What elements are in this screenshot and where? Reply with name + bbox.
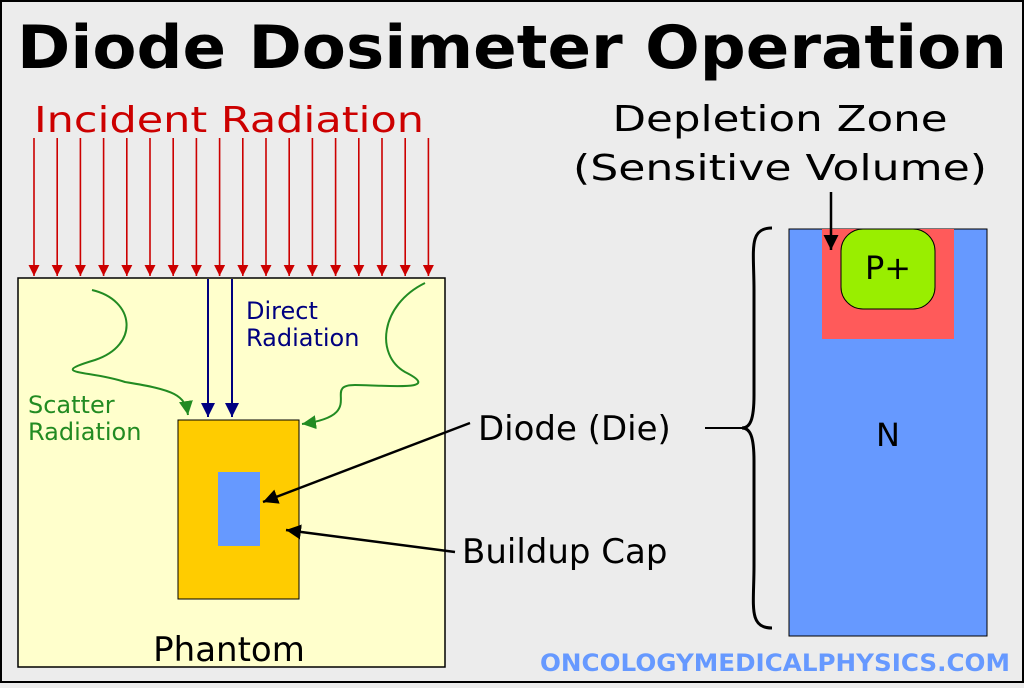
direct-radiation-label-line2: Radiation [246, 324, 359, 352]
p-plus-region [840, 228, 936, 310]
p-plus-label: P+ [865, 249, 911, 287]
direct-radiation-label-line1: Direct [246, 297, 318, 325]
diode-pointer-arrow [262, 421, 471, 504]
scatter-radiation-arrow-left [71, 289, 193, 416]
depletion-zone-label-line2: (Sensitive Volume) [573, 148, 987, 189]
incident-radiation-label: Incident Radiation [34, 100, 424, 141]
diode-die [218, 472, 260, 546]
n-region-label: N [876, 416, 900, 454]
scatter-radiation-label-line1: Scatter [28, 391, 115, 419]
depletion-zone-label-line1: Depletion Zone [613, 99, 948, 140]
buildup-cap-label: Buildup Cap [462, 532, 667, 572]
page-title: Diode Dosimeter Operation [17, 13, 1007, 83]
scatter-radiation-arrow-right [301, 282, 426, 430]
website-label: ONCOLOGYMEDICALPHYSICS.COM [540, 649, 1010, 677]
scatter-radiation-label-line2: Radiation [28, 418, 141, 446]
buildup-cap-pointer-arrow [285, 524, 456, 554]
incident-radiation-arrows [28, 138, 434, 276]
phantom-label: Phantom [153, 630, 305, 670]
curly-brace-icon [741, 226, 773, 630]
diode-die-label: Diode (Die) [478, 409, 671, 449]
